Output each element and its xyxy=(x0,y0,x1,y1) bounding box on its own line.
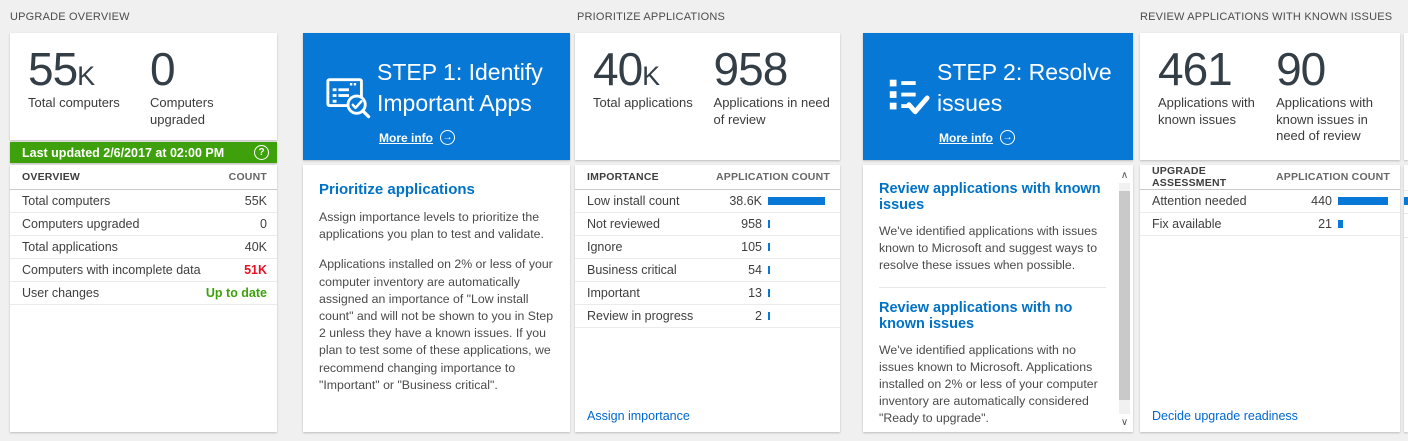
assign-importance-link[interactable]: Assign importance xyxy=(587,409,690,423)
prioritize-paragraph: Assign importance levels to prioritize t… xyxy=(319,210,544,242)
table-row[interactable]: Total applications 40K xyxy=(10,236,277,259)
scrollbar-thumb[interactable] xyxy=(1119,191,1130,400)
count-bar xyxy=(768,197,825,205)
count-bar xyxy=(768,220,770,228)
table-row[interactable]: Ignore 105 xyxy=(575,236,840,259)
count-bar xyxy=(768,266,770,274)
step1-more-info-link[interactable]: More info → xyxy=(379,130,455,145)
stat-apps-need-review: 958 Applications in need of review xyxy=(714,45,840,160)
step1-tile[interactable]: STEP 1: Identify Important Apps More inf… xyxy=(303,33,570,160)
stat-label: Applications with known issues in need o… xyxy=(1276,95,1373,143)
scroll-up-icon[interactable]: ∧ xyxy=(1120,169,1129,181)
decide-upgrade-readiness-link[interactable]: Decide upgrade readiness xyxy=(1152,409,1298,423)
count-bar xyxy=(1338,197,1388,205)
stat-apps-known-issues: 461 Applications with known issues xyxy=(1158,45,1276,160)
assessment-table-header: UPGRADE ASSESSMENT APPLICATION COUNT xyxy=(1140,165,1400,190)
table-row[interactable]: Fix available 21 xyxy=(1140,213,1400,236)
table-row[interactable]: Not reviewed 958 xyxy=(575,213,840,236)
last-updated-bar: Last updated 2/6/2017 at 02:00 PM ? xyxy=(10,142,277,163)
table-row[interactable]: Important 13 xyxy=(575,282,840,305)
step2-more-info-link[interactable]: More info → xyxy=(939,130,1015,145)
section-header-upgrade-overview: UPGRADE OVERVIEW xyxy=(10,11,130,23)
table-row[interactable]: User changes Up to date xyxy=(10,282,277,305)
prioritize-paragraph: Applications installed on 2% or less of … xyxy=(319,257,554,392)
identify-apps-icon xyxy=(325,73,371,124)
table-row[interactable]: Total computers 55K xyxy=(10,190,277,213)
prioritize-heading: Prioritize applications xyxy=(319,181,475,198)
upgrade-assessment-table-card: UPGRADE ASSESSMENT APPLICATION COUNT Att… xyxy=(1140,165,1400,432)
scroll-down-icon[interactable]: ∨ xyxy=(1120,416,1129,428)
stat-label: Total applications xyxy=(593,95,693,111)
count-bar xyxy=(1404,197,1408,205)
stat-label: Total computers xyxy=(28,95,120,111)
stat-label: Applications in need of review xyxy=(713,95,830,127)
stat-label: Applications with known issues xyxy=(1158,95,1255,127)
last-updated-text: Last updated 2/6/2017 at 02:00 PM xyxy=(22,145,225,160)
prioritize-description-card: Prioritize applications Assign importanc… xyxy=(303,165,570,432)
issue-text: We've identified applications with no is… xyxy=(879,342,1098,426)
importance-table-card: IMPORTANCE APPLICATION COUNT Low install… xyxy=(575,165,840,432)
arrow-right-icon: → xyxy=(440,130,455,145)
step2-tile[interactable]: STEP 2: Resolve issues More info → xyxy=(863,33,1133,160)
count-bar xyxy=(1338,220,1343,228)
issue-heading: Review applications with no known issues xyxy=(879,299,1073,332)
table-row[interactable]: Business critical 54 xyxy=(575,259,840,282)
count-bar xyxy=(768,243,770,251)
table-row[interactable]: Review in progress 2 xyxy=(575,305,840,328)
count-bar xyxy=(768,289,770,297)
issue-heading: Review applications with known issues xyxy=(879,181,1101,213)
next-panel-edge xyxy=(1404,165,1408,432)
resolve-issues-icon xyxy=(885,73,931,124)
help-icon[interactable]: ? xyxy=(254,145,269,160)
arrow-right-icon: → xyxy=(1000,130,1015,145)
table-row[interactable]: Attention needed 440 xyxy=(1140,190,1400,213)
issue-text: We've identified applications with issue… xyxy=(879,224,1098,273)
stat-known-issues-need-review: 90 Applications with known issues in nee… xyxy=(1276,45,1400,160)
section-header-prioritize-applications: PRIORITIZE APPLICATIONS xyxy=(577,11,726,23)
scrollbar[interactable]: ∧ ∨ xyxy=(1116,165,1133,432)
importance-table-header: IMPORTANCE APPLICATION COUNT xyxy=(575,165,840,190)
step1-title: STEP 1: Identify Important Apps xyxy=(377,59,543,117)
applications-stats-tile[interactable]: 40K Total applications 958 Applications … xyxy=(575,33,840,160)
next-panel-edge xyxy=(1404,33,1408,160)
overview-table-card: OVERVIEW COUNT Total computers 55K Compu… xyxy=(10,165,277,432)
table-row[interactable]: Computers upgraded 0 xyxy=(10,213,277,236)
issue-section[interactable]: Review applications with no known issues… xyxy=(879,300,1106,432)
incomplete-data-count: 51K xyxy=(244,263,267,277)
stat-total-applications: 40K Total applications xyxy=(593,45,714,160)
user-changes-status: Up to date xyxy=(205,286,267,300)
stat-total-computers: 55K Total computers xyxy=(28,45,150,140)
table-row[interactable]: Low install count 38.6K xyxy=(575,190,840,213)
resolve-issues-list-card: Review applications with known issues We… xyxy=(863,165,1133,432)
stat-label: Computers upgraded xyxy=(150,95,214,127)
known-issues-stats-tile[interactable]: 461 Applications with known issues 90 Ap… xyxy=(1140,33,1400,160)
step2-title: STEP 2: Resolve issues xyxy=(937,59,1112,117)
stat-computers-upgraded: 0 Computers upgraded xyxy=(150,45,272,140)
overview-table-header: OVERVIEW COUNT xyxy=(10,165,277,190)
table-row[interactable]: Computers with incomplete data 51K xyxy=(10,259,277,282)
overview-stats-tile[interactable]: 55K Total computers 0 Computers upgraded xyxy=(10,33,277,140)
section-header-review-applications: REVIEW APPLICATIONS WITH KNOWN ISSUES xyxy=(1140,11,1393,23)
issue-section[interactable]: Review applications with known issues We… xyxy=(879,181,1106,288)
count-bar xyxy=(768,312,770,320)
